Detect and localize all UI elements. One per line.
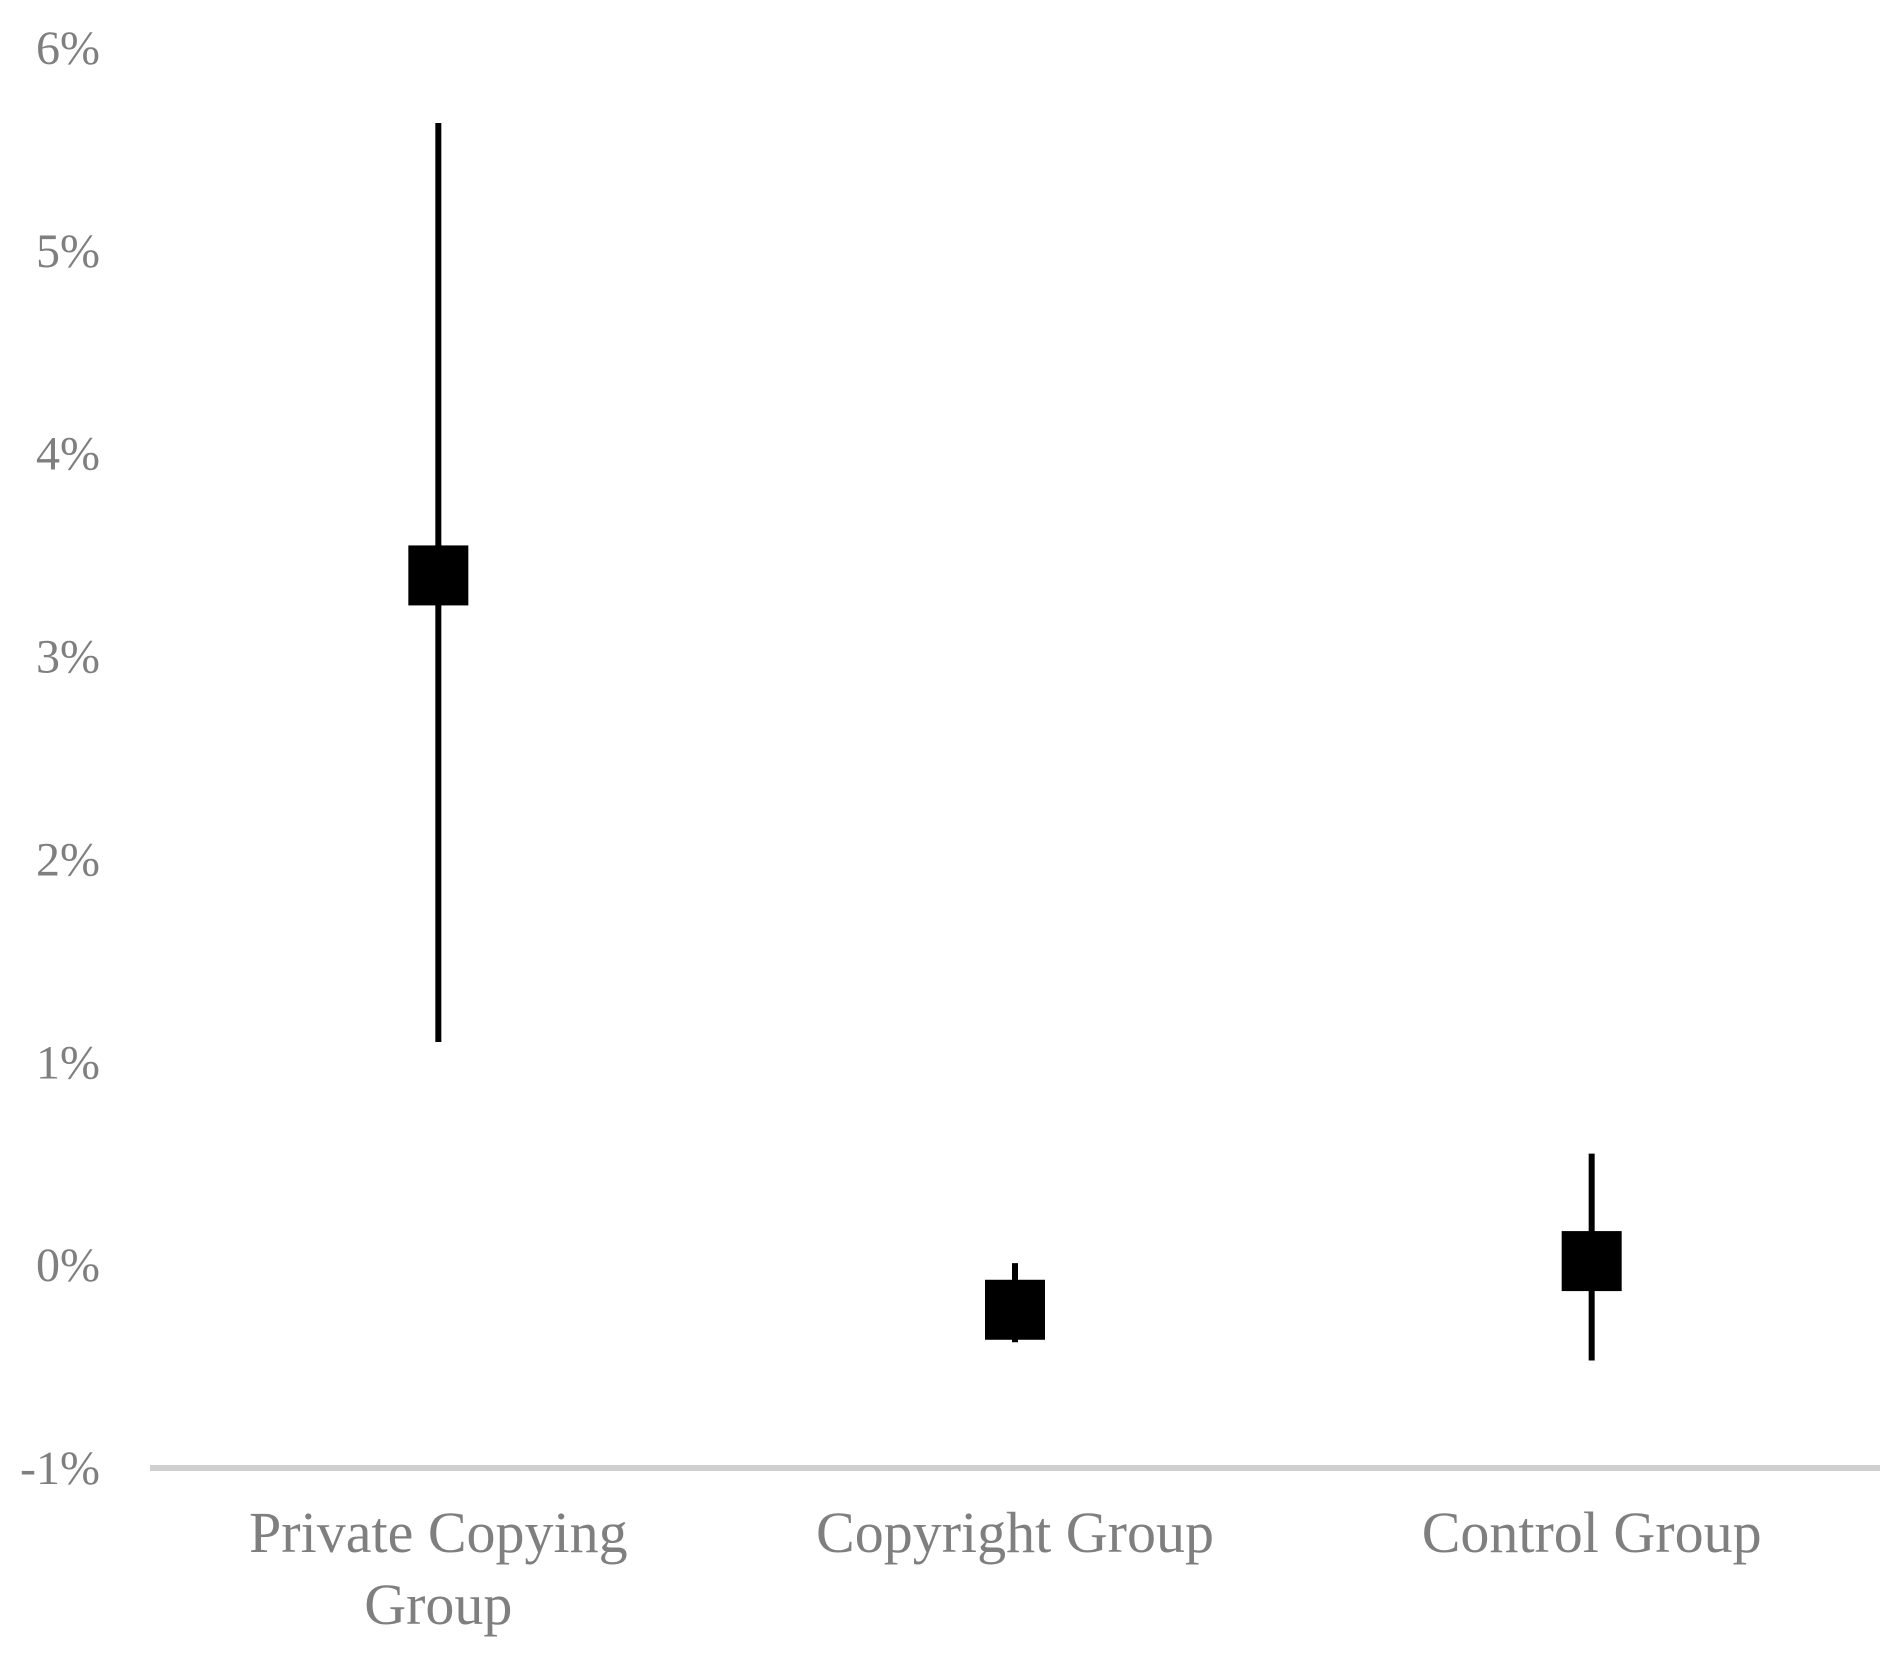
x-category-label-line: Control Group: [1422, 1500, 1762, 1565]
x-axis-category-labels: Private Copying Group Copyright Group Contr…: [249, 1500, 1762, 1637]
x-category-label: Control Group: [1422, 1500, 1762, 1565]
y-tick-label: 3%: [36, 631, 100, 684]
y-tick-label: 1%: [36, 1036, 100, 1089]
x-category-label-line: Group: [364, 1572, 512, 1637]
y-tick-label: 0%: [36, 1239, 100, 1292]
y-axis-tick-labels: -1% 0% 1% 2% 3% 4% 5% 6%: [20, 22, 100, 1495]
data-point-marker: [408, 545, 469, 606]
data-markers: [408, 545, 1622, 1340]
y-tick-label: 6%: [36, 22, 100, 75]
x-category-label: Copyright Group: [816, 1500, 1214, 1565]
x-category-label-line: Copyright Group: [816, 1500, 1214, 1565]
error-bars: [435, 123, 1595, 1361]
y-tick-label: -1%: [20, 1442, 100, 1495]
x-category-label: Private Copying Group: [249, 1500, 628, 1637]
y-tick-label: 4%: [36, 428, 100, 481]
y-tick-label: 2%: [36, 833, 100, 886]
data-point-marker: [1561, 1231, 1622, 1292]
data-point-marker: [985, 1279, 1045, 1340]
y-tick-label: 5%: [36, 225, 100, 278]
x-category-label-line: Private Copying: [249, 1500, 628, 1565]
